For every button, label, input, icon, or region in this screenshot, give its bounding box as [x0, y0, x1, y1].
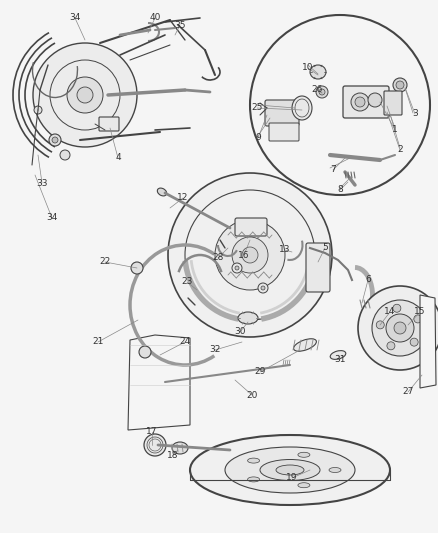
Ellipse shape: [144, 434, 166, 456]
Text: 34: 34: [46, 214, 58, 222]
Ellipse shape: [260, 459, 320, 481]
FancyBboxPatch shape: [384, 91, 402, 115]
FancyBboxPatch shape: [99, 117, 119, 131]
Circle shape: [232, 237, 268, 273]
Circle shape: [393, 78, 407, 92]
Ellipse shape: [157, 379, 169, 387]
Circle shape: [351, 93, 369, 111]
Circle shape: [386, 314, 414, 342]
Circle shape: [376, 321, 384, 329]
Circle shape: [393, 304, 401, 312]
Text: 19: 19: [286, 473, 298, 482]
Ellipse shape: [247, 458, 260, 463]
Circle shape: [139, 346, 151, 358]
Ellipse shape: [310, 65, 326, 79]
Circle shape: [168, 173, 332, 337]
FancyBboxPatch shape: [306, 243, 330, 292]
Text: 33: 33: [36, 179, 48, 188]
Text: 13: 13: [279, 246, 291, 254]
Circle shape: [387, 342, 395, 350]
Text: 17: 17: [146, 427, 158, 437]
Circle shape: [372, 300, 428, 356]
Text: 29: 29: [254, 367, 266, 376]
Circle shape: [261, 286, 265, 290]
Polygon shape: [420, 295, 436, 388]
Ellipse shape: [292, 96, 312, 120]
Circle shape: [396, 81, 404, 89]
Ellipse shape: [247, 477, 260, 482]
Circle shape: [60, 150, 70, 160]
Text: 4: 4: [115, 154, 121, 163]
Circle shape: [414, 315, 422, 323]
Circle shape: [77, 87, 93, 103]
Text: 34: 34: [69, 13, 81, 22]
Circle shape: [34, 106, 42, 114]
Ellipse shape: [238, 312, 258, 324]
FancyBboxPatch shape: [235, 218, 267, 236]
Text: 5: 5: [322, 244, 328, 253]
Text: 7: 7: [330, 166, 336, 174]
Ellipse shape: [276, 465, 304, 475]
FancyBboxPatch shape: [265, 100, 299, 126]
Ellipse shape: [172, 442, 188, 454]
Text: 2: 2: [397, 146, 403, 155]
Text: 14: 14: [384, 308, 396, 317]
Text: 3: 3: [412, 109, 418, 118]
Text: 28: 28: [212, 254, 224, 262]
Text: 27: 27: [403, 387, 413, 397]
Ellipse shape: [190, 435, 390, 505]
Circle shape: [131, 262, 143, 274]
Text: 16: 16: [238, 251, 250, 260]
Polygon shape: [128, 335, 190, 430]
Circle shape: [258, 283, 268, 293]
Text: 22: 22: [99, 257, 111, 266]
Circle shape: [316, 86, 328, 98]
Circle shape: [242, 247, 258, 263]
Text: 15: 15: [414, 308, 426, 317]
Text: 18: 18: [167, 450, 179, 459]
Text: 26: 26: [311, 85, 323, 94]
Text: 23: 23: [181, 278, 193, 287]
Text: 1: 1: [392, 125, 398, 134]
Ellipse shape: [298, 483, 310, 488]
Circle shape: [358, 286, 438, 370]
Text: 35: 35: [174, 20, 186, 29]
Text: 30: 30: [234, 327, 246, 336]
Text: 8: 8: [337, 185, 343, 195]
Ellipse shape: [329, 467, 341, 472]
Text: 40: 40: [149, 13, 161, 22]
Circle shape: [232, 263, 242, 273]
Ellipse shape: [157, 188, 167, 196]
Circle shape: [235, 266, 239, 270]
Circle shape: [368, 93, 382, 107]
Text: 12: 12: [177, 193, 189, 203]
Text: 10: 10: [302, 63, 314, 72]
Circle shape: [33, 43, 137, 147]
Text: 31: 31: [334, 356, 346, 365]
Text: 9: 9: [255, 133, 261, 142]
Circle shape: [394, 322, 406, 334]
Text: 24: 24: [180, 337, 191, 346]
Circle shape: [410, 338, 418, 346]
Text: 32: 32: [209, 345, 221, 354]
Ellipse shape: [225, 447, 355, 493]
Circle shape: [52, 137, 58, 143]
Circle shape: [49, 134, 61, 146]
FancyBboxPatch shape: [269, 123, 299, 141]
Text: 21: 21: [92, 337, 104, 346]
Text: 25: 25: [251, 103, 263, 112]
Text: 20: 20: [246, 391, 258, 400]
Circle shape: [215, 220, 285, 290]
Ellipse shape: [330, 351, 346, 359]
FancyBboxPatch shape: [343, 86, 389, 118]
Circle shape: [355, 97, 365, 107]
Circle shape: [67, 77, 103, 113]
Ellipse shape: [293, 339, 316, 351]
Ellipse shape: [298, 453, 310, 457]
Text: 6: 6: [365, 276, 371, 285]
Circle shape: [319, 89, 325, 95]
